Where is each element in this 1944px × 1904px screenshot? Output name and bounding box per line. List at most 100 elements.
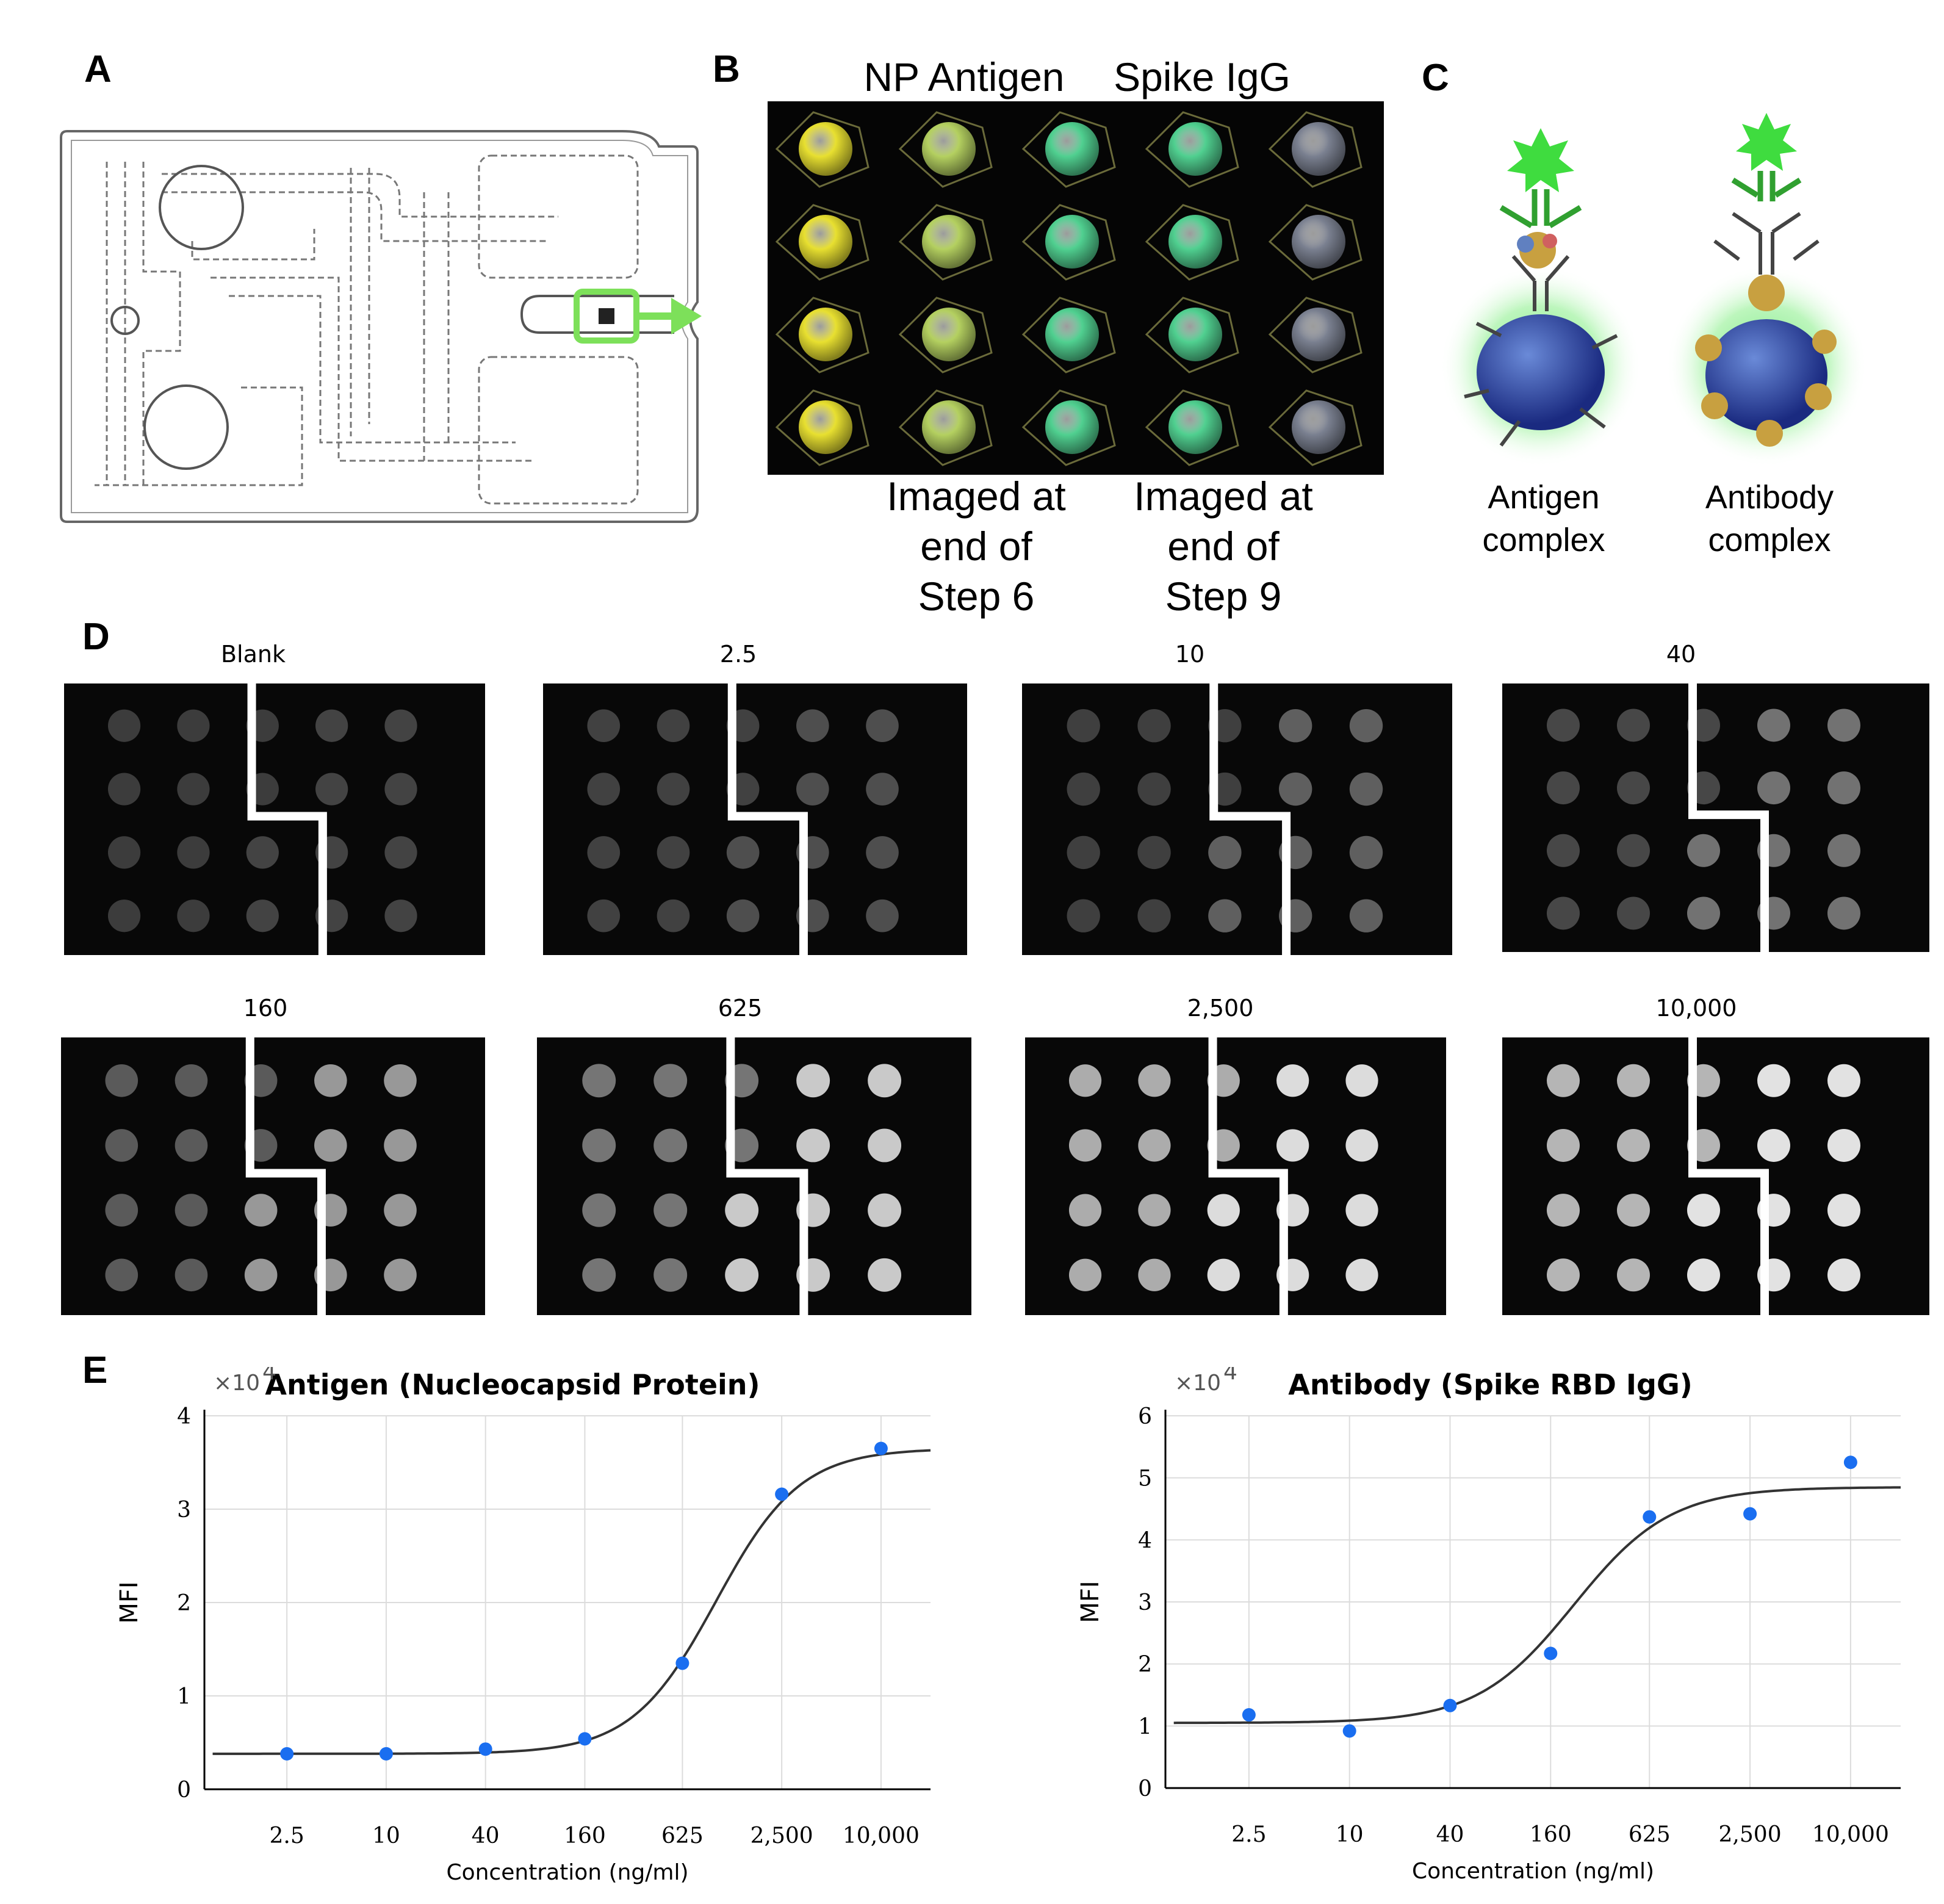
image-spot [657,899,690,932]
spot [1045,308,1099,361]
image-spot [1547,771,1580,805]
panel-b-header-right: Spike IgG [1114,54,1291,99]
y-multiplier: ×10 [1175,1371,1221,1396]
spot-frame [898,204,993,281]
spot-frame [775,111,869,188]
image-spot [107,709,141,742]
image-spot [1349,772,1383,806]
y-tick-label: 2 [177,1591,191,1616]
y-multiplier: ×10 [214,1371,260,1396]
image-spot [1757,709,1790,742]
image-spot [1138,1258,1171,1291]
image-spot [582,1064,616,1098]
x-tick-label: 40 [472,1823,500,1848]
x-tick-label: 10,000 [843,1823,920,1848]
caption-right-line-1: Imaged at [1134,474,1313,519]
y-multiplier-exponent: 4 [1223,1367,1237,1385]
x-tick-label: 10 [1336,1822,1364,1847]
image-spot [1276,1064,1309,1097]
y-tick-label: 2 [1138,1653,1152,1678]
image-spot [582,1258,616,1292]
spot-frame [1021,297,1116,373]
image-spot [1827,1194,1860,1227]
image-spot [175,1258,208,1292]
image-spot [246,836,279,869]
image-spot [657,836,690,869]
image-spot [726,836,760,869]
fluorescence-image [64,683,485,955]
divider-line [1688,1037,1769,1315]
data-point [874,1441,888,1455]
spot-frame [1268,111,1363,188]
image-spot [105,1194,139,1227]
image-spot [1617,1128,1650,1162]
image-spot [1827,1064,1860,1097]
data-point [478,1742,492,1756]
caption-right-line-2: end of [1167,524,1280,569]
image-spot [1278,772,1312,806]
image-spot [1068,1194,1102,1227]
image-spot [1138,1194,1171,1227]
image-spot [796,773,829,806]
data-point [1643,1510,1657,1524]
microfluidic-cartridge-diagram [60,130,702,523]
image-spot [1827,1258,1860,1292]
panel-e-letter: E [82,1349,108,1391]
image-spot [1276,1129,1309,1162]
image-spot [1547,1128,1580,1162]
spot-frame [1268,389,1363,466]
image-spot [246,900,279,932]
spot-frame [1021,389,1116,466]
x-tick-label: 625 [1629,1822,1671,1847]
fluorescence-image [537,1037,971,1315]
image-spot [796,1128,830,1163]
concentration-label: Blank [220,641,286,668]
caption-left-line-3: Step 6 [918,574,1035,619]
caption-left-line-2: end of [920,524,1032,569]
image-spot [1138,1129,1171,1162]
image-spot [1617,709,1650,742]
antigen-complex-icon [1440,128,1641,467]
spot [1045,400,1099,454]
spot [799,308,852,361]
concentration-label: 40 [1666,641,1696,668]
x-tick-label: 40 [1436,1822,1464,1847]
data-point [1743,1507,1757,1521]
divider-line [727,683,808,955]
image-spot [1067,835,1100,870]
spot [922,215,976,269]
panel-b-letter: B [713,48,740,90]
image-spot [1208,835,1242,870]
image-spot [725,1258,759,1292]
image-spot [726,899,760,932]
concentration-label: 10 [1175,641,1205,668]
image-spot [107,900,141,932]
image-spot [1067,709,1100,743]
y-tick-label: 0 [177,1778,191,1803]
image-spot [725,1193,759,1227]
image-spot [796,709,829,743]
spot [1292,400,1345,454]
image-spot [244,1194,278,1227]
image-spot [105,1064,139,1097]
spot [1168,122,1222,176]
image-spot [1547,1258,1580,1292]
image-spot [175,1064,208,1097]
data-point [280,1747,294,1761]
y-tick-label: 6 [1138,1404,1152,1429]
spot [799,400,852,454]
panel-b-header-left: NP Antigen [863,54,1065,99]
spot [1168,215,1222,269]
image-spot [653,1193,688,1227]
complex-illustration [1440,113,1867,467]
image-spot [315,709,348,742]
concentration-label: 2.5 [719,641,757,668]
spot-frame [1268,297,1363,373]
image-spot [796,1064,830,1098]
image-spot [653,1064,688,1098]
image-spot [1067,772,1100,806]
image-spot [1617,1194,1650,1227]
image-spot [177,836,210,869]
image-spot [384,709,417,742]
image-spot [384,773,417,806]
